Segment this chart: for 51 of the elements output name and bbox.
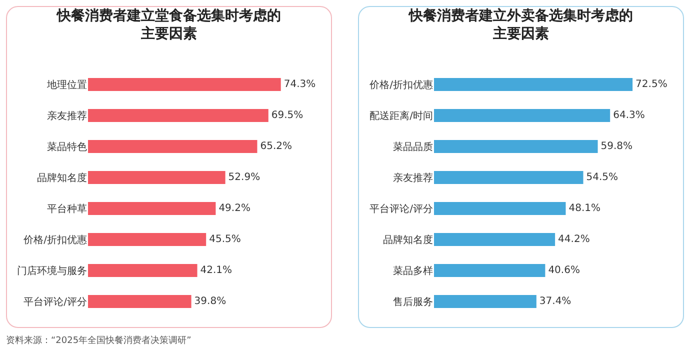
data-label: 40.6% (548, 265, 580, 276)
data-label: 54.5% (586, 172, 618, 183)
bar (88, 108, 268, 122)
y-tick-label: 菜品特色 (47, 141, 87, 153)
y-tick-label: 门店环境与服务 (17, 265, 87, 277)
data-label: 45.5% (209, 234, 241, 245)
data-label: 74.3% (284, 79, 316, 90)
bar (88, 202, 216, 216)
chart-title: 快餐消费者建立外卖备选集时考虑的主要因素 (408, 6, 633, 42)
bar (434, 78, 633, 92)
data-label: 42.1% (200, 265, 232, 276)
y-tick-label: 品牌知名度 (37, 172, 87, 184)
data-label: 52.9% (228, 172, 260, 183)
y-tick-label: 平台评论/评分 (24, 296, 87, 308)
bar (434, 264, 546, 278)
y-tick-label: 配送距离/时间 (370, 110, 433, 122)
bar (434, 140, 598, 154)
text: 资料来源：“2025年全国快餐消费者决策调研” (6, 334, 192, 347)
data-label: 44.2% (558, 234, 590, 245)
y-tick-label: 品牌知名度 (383, 234, 433, 246)
data-label: 65.2% (260, 141, 292, 152)
data-label: 72.5% (636, 79, 668, 90)
bar (88, 170, 226, 184)
y-tick-label: 菜品多样 (393, 265, 433, 277)
y-tick-label: 售后服务 (393, 296, 433, 308)
data-label: 48.1% (568, 203, 601, 214)
y-tick-label: 地理位置 (46, 79, 87, 91)
bar (88, 294, 192, 308)
bar (434, 294, 536, 308)
bar (88, 78, 281, 92)
data-label: 49.2% (218, 203, 250, 214)
bar (88, 232, 206, 246)
bar (88, 264, 198, 278)
bar (434, 232, 556, 246)
data-label: 39.8% (194, 296, 226, 307)
chart-title: 快餐消费者建立堂食备选集时考虑的主要因素 (56, 6, 281, 42)
y-tick-label: 平台种草 (47, 203, 87, 215)
bar (434, 170, 584, 184)
y-tick-label: 亲友推荐 (393, 172, 433, 184)
data-label: 59.8% (600, 141, 633, 152)
y-tick-label: 价格/折扣优惠 (22, 234, 87, 246)
y-tick-label: 价格/折扣优惠 (368, 79, 433, 91)
bar (88, 140, 258, 154)
y-tick-label: 亲友推荐 (47, 110, 87, 122)
data-label: 37.4% (539, 296, 572, 307)
y-tick-label: 菜品品质 (393, 141, 433, 153)
y-tick-label: 平台评论/评分 (370, 203, 433, 215)
data-label: 64.3% (613, 110, 645, 121)
data-label: 69.5% (271, 110, 304, 121)
bar (434, 202, 566, 216)
bar (434, 108, 610, 122)
